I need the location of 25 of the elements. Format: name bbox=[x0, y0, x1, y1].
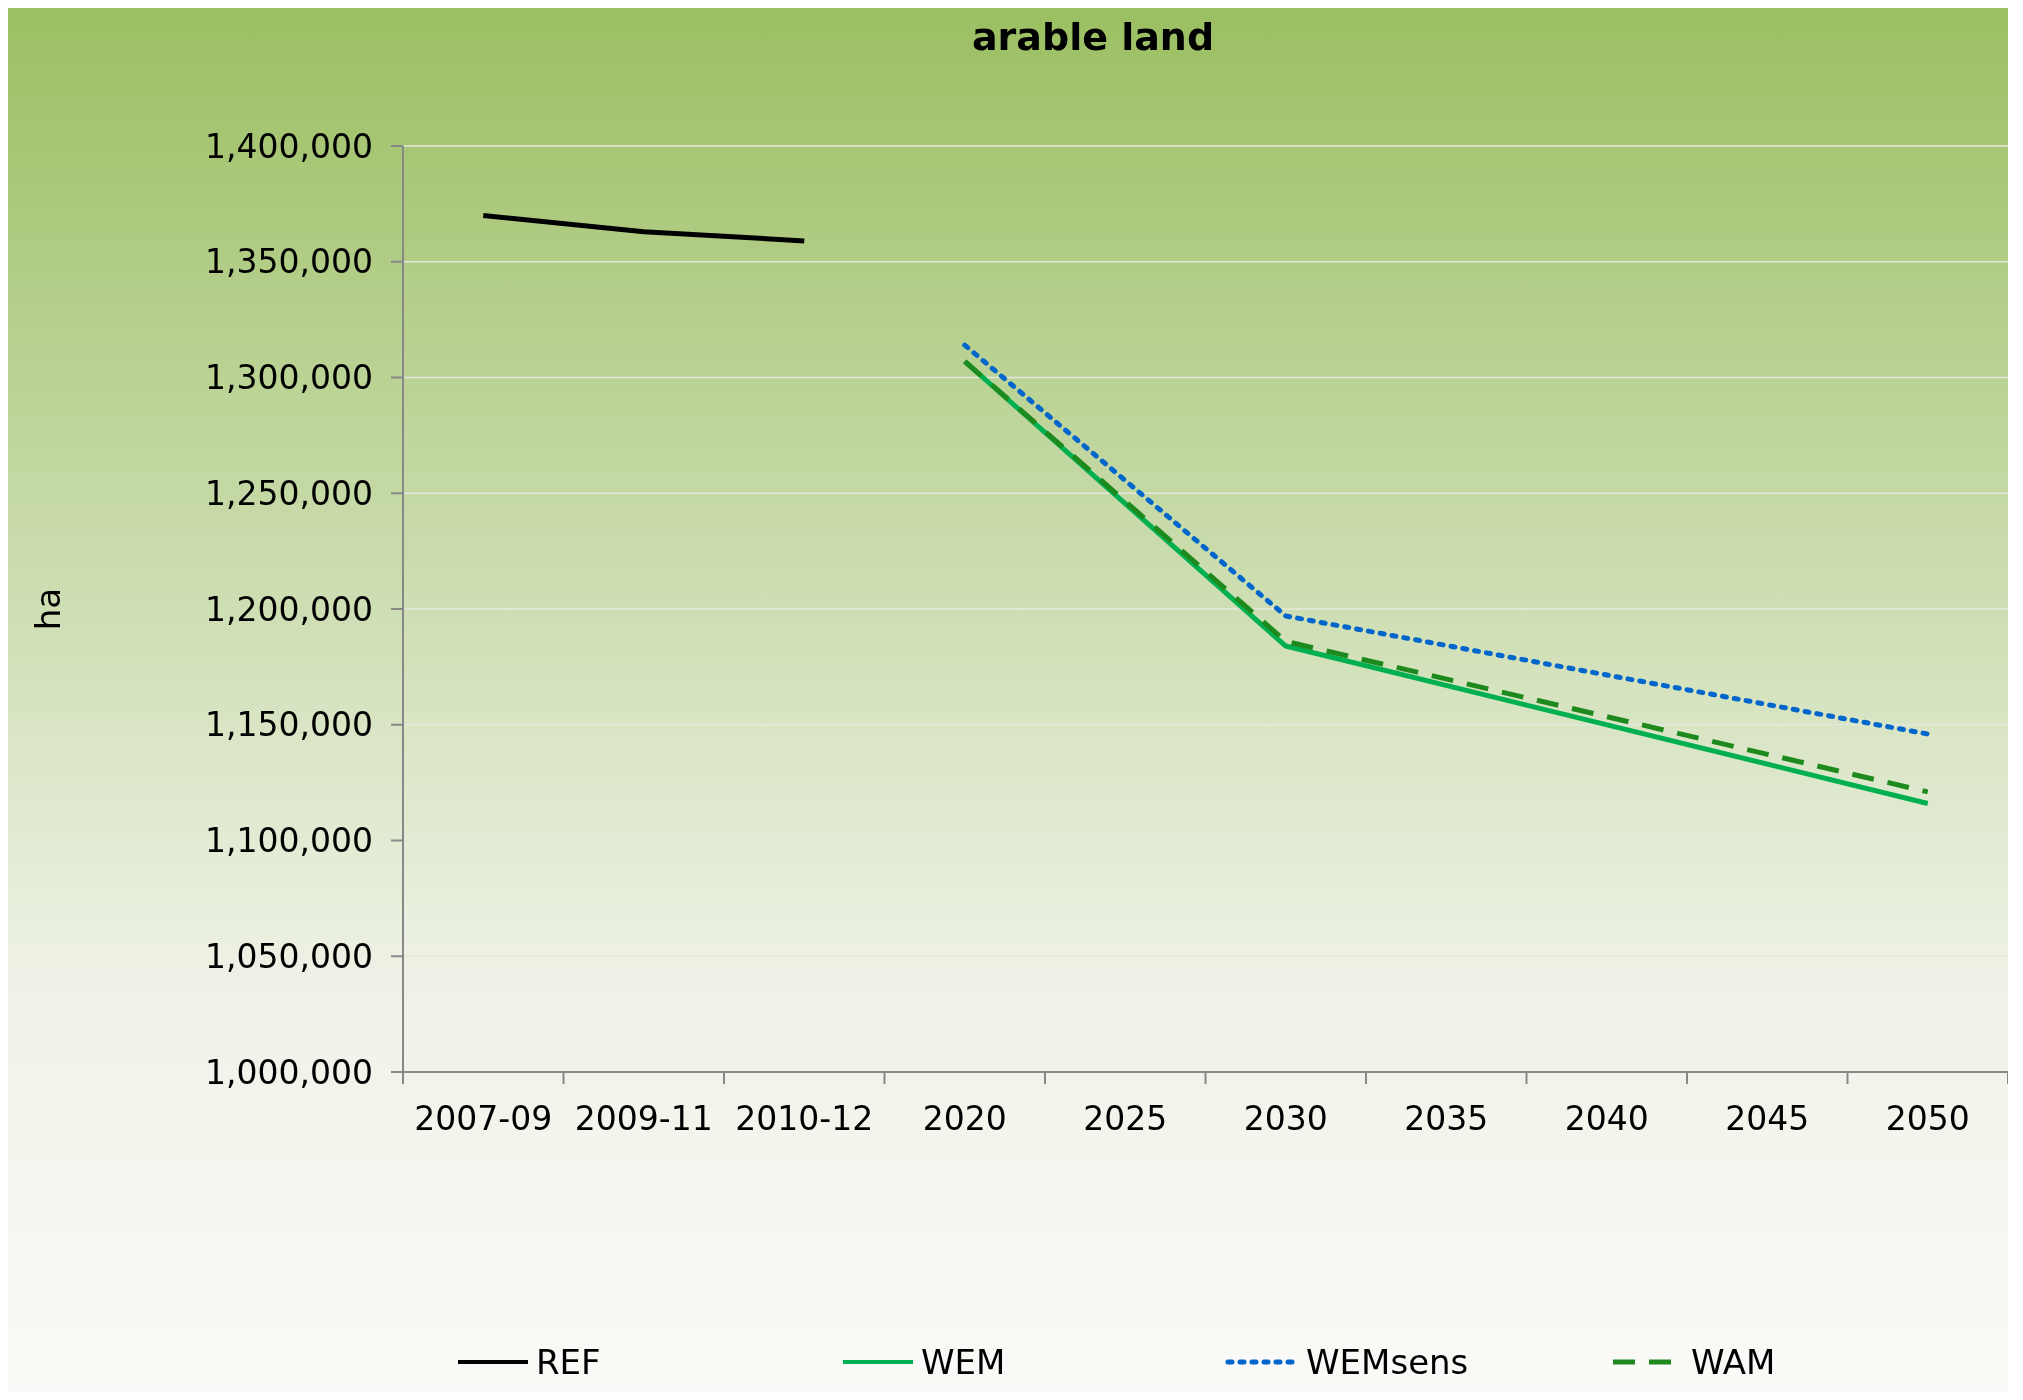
x-tick-label: 2020 bbox=[922, 1099, 1007, 1138]
legend-label: WAM bbox=[1691, 1342, 1776, 1382]
x-tick-label: 2030 bbox=[1243, 1099, 1328, 1138]
y-tick-label: 1,350,000 bbox=[205, 242, 373, 282]
legend-label: WEM bbox=[921, 1342, 1006, 1382]
x-tick-label: 2035 bbox=[1404, 1099, 1489, 1138]
y-tick-label: 1,050,000 bbox=[205, 936, 373, 976]
y-tick-label: 1,100,000 bbox=[205, 821, 373, 861]
y-tick-label: 1,250,000 bbox=[205, 473, 373, 513]
y-tick-label: 1,200,000 bbox=[205, 589, 373, 629]
x-tick-label: 2045 bbox=[1725, 1099, 1810, 1138]
x-tick-label: 2050 bbox=[1885, 1099, 1970, 1138]
y-tick-label: 1,300,000 bbox=[205, 358, 373, 398]
y-tick-label: 1,000,000 bbox=[205, 1052, 373, 1092]
y-tick-label: 1,400,000 bbox=[205, 126, 373, 166]
legend-label: REF bbox=[536, 1342, 601, 1382]
x-tick-label: 2025 bbox=[1083, 1099, 1168, 1138]
chart-title: arable land bbox=[971, 15, 1215, 59]
x-tick-label: 2007-09 bbox=[414, 1099, 553, 1138]
y-axis-title: ha bbox=[28, 587, 68, 631]
x-tick-label: 2010-12 bbox=[735, 1099, 874, 1138]
x-tick-label: 2040 bbox=[1564, 1099, 1649, 1138]
legend-label: WEMsens bbox=[1306, 1342, 1469, 1382]
x-tick-label: 2009-11 bbox=[574, 1099, 713, 1138]
y-tick-label: 1,150,000 bbox=[205, 705, 373, 745]
